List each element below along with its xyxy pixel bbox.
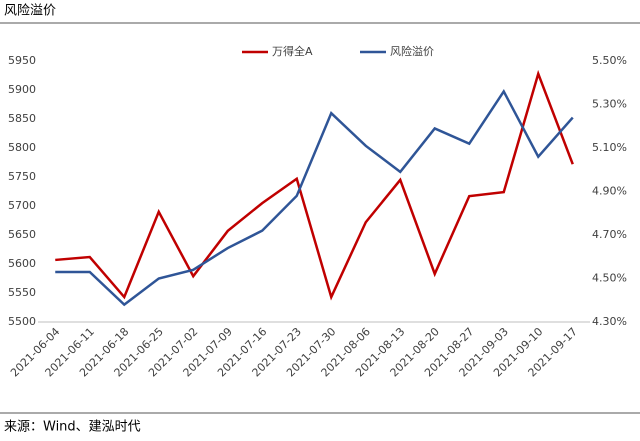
y2-tick-label: 4.30% <box>592 315 627 328</box>
y-tick-label: 5500 <box>8 315 36 328</box>
y-tick-label: 5550 <box>8 286 36 299</box>
source: 来源：Wind、建泓时代 <box>4 420 141 435</box>
y2-tick-label: 4.50% <box>592 272 627 285</box>
y2-tick-label: 4.70% <box>592 228 627 241</box>
y-tick-label: 5600 <box>8 257 36 270</box>
line-series <box>55 89 574 307</box>
y2-tick-label: 5.30% <box>592 98 627 111</box>
y2-tick-label: 5.10% <box>592 141 627 154</box>
legend-label: 风险溢价 <box>390 44 434 58</box>
line-series <box>55 69 574 301</box>
chart-title: 风险溢价 <box>4 4 56 19</box>
y-tick-label: 5650 <box>8 228 36 241</box>
y-tick-label: 5700 <box>8 199 36 212</box>
y-tick-label: 5850 <box>8 112 36 125</box>
y-tick-label: 5950 <box>8 54 36 67</box>
y-tick-label: 5750 <box>8 170 36 183</box>
legend-label: 万得全A <box>272 44 313 58</box>
y-tick-label: 5900 <box>8 83 36 96</box>
y-tick-label: 5800 <box>8 141 36 154</box>
y2-tick-label: 4.90% <box>592 185 627 198</box>
y2-tick-label: 5.50% <box>592 54 627 67</box>
